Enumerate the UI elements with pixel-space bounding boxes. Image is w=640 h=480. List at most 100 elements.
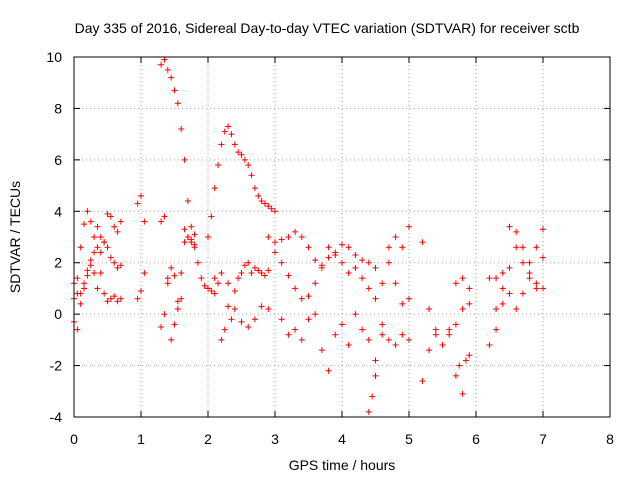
axis-ticks (73, 56, 611, 418)
data-point (235, 275, 242, 282)
x-tick-label: 1 (137, 431, 145, 447)
data-point (184, 234, 191, 240)
data-point (171, 272, 178, 279)
y-tick-label: 0 (54, 306, 62, 322)
data-point (191, 241, 198, 248)
series-track-i (205, 123, 278, 240)
data-point (278, 236, 285, 243)
data-point (272, 239, 278, 246)
data-point (168, 264, 175, 271)
x-axis-label: GPS time / hours (289, 457, 396, 473)
x-tick-label: 4 (338, 431, 346, 447)
data-point (292, 326, 299, 333)
data-point (265, 234, 272, 240)
data-point (312, 257, 319, 264)
data-point (231, 288, 238, 294)
data-point (117, 262, 124, 269)
data-point (261, 272, 268, 279)
data-point (171, 87, 178, 94)
data-point (261, 200, 268, 207)
data-point (493, 326, 500, 333)
data-point (526, 275, 533, 282)
series-track-r (452, 352, 473, 397)
data-point (399, 244, 406, 251)
y-tick-label: 2 (54, 255, 62, 271)
data-point (452, 280, 459, 287)
data-point (161, 213, 168, 220)
data-point (184, 198, 191, 204)
data-point (359, 275, 366, 282)
data-point (379, 280, 386, 287)
data-point (171, 321, 178, 328)
data-point (161, 311, 168, 318)
data-point (406, 336, 412, 343)
data-point (399, 331, 406, 338)
data-point (432, 331, 439, 338)
data-point (292, 285, 299, 292)
data-point (134, 295, 141, 302)
data-point (459, 275, 466, 282)
data-point (245, 324, 252, 330)
data-point (198, 275, 205, 282)
data-point (221, 326, 228, 333)
data-point (526, 259, 533, 266)
data-point (298, 295, 305, 302)
data-point (221, 128, 228, 135)
data-point (194, 259, 201, 266)
data-point (325, 254, 332, 261)
data-point (211, 185, 218, 192)
data-point (268, 205, 275, 212)
data-point (74, 326, 81, 333)
data-point (97, 270, 104, 276)
y-axis-label: SDTVAR / TECUs (7, 181, 23, 293)
data-point (245, 162, 252, 168)
data-point (107, 295, 114, 302)
y-tick-label: -4 (50, 409, 63, 425)
chart-title: Day 335 of 2016, Sidereal Day-to-day VTE… (75, 20, 580, 36)
data-point (493, 275, 500, 282)
data-point (104, 210, 111, 217)
data-point (168, 74, 175, 81)
data-point (339, 241, 345, 248)
data-point (87, 257, 94, 264)
data-point (231, 306, 238, 312)
data-point (513, 228, 520, 235)
data-point (81, 285, 88, 292)
data-point (188, 223, 195, 230)
data-points (71, 56, 546, 415)
data-point (332, 331, 339, 338)
data-point (439, 342, 446, 348)
y-tick-label: -2 (50, 358, 63, 374)
x-tick-label: 0 (70, 431, 78, 447)
data-point (164, 66, 171, 73)
data-point (265, 306, 272, 312)
data-point (305, 316, 312, 323)
data-point (107, 254, 114, 261)
data-point (228, 316, 235, 323)
data-point (426, 347, 433, 354)
data-point (101, 239, 108, 246)
data-point (174, 100, 181, 107)
data-point (446, 326, 453, 333)
data-point (369, 393, 376, 400)
data-point (325, 244, 332, 251)
data-point (84, 272, 91, 279)
data-point (178, 270, 185, 276)
data-point (245, 259, 252, 266)
data-point (218, 141, 225, 148)
data-point (81, 280, 88, 287)
data-point (211, 290, 218, 297)
data-point (372, 357, 379, 364)
data-point (181, 239, 188, 246)
data-point (101, 290, 108, 297)
data-point (285, 234, 292, 240)
series-track-q (419, 275, 473, 384)
data-point (452, 321, 459, 328)
series-track-c (71, 223, 124, 307)
data-point (258, 303, 265, 310)
data-point (399, 300, 406, 307)
data-point (238, 151, 245, 158)
data-point (462, 357, 469, 364)
data-point (359, 326, 366, 333)
data-point (406, 295, 412, 302)
